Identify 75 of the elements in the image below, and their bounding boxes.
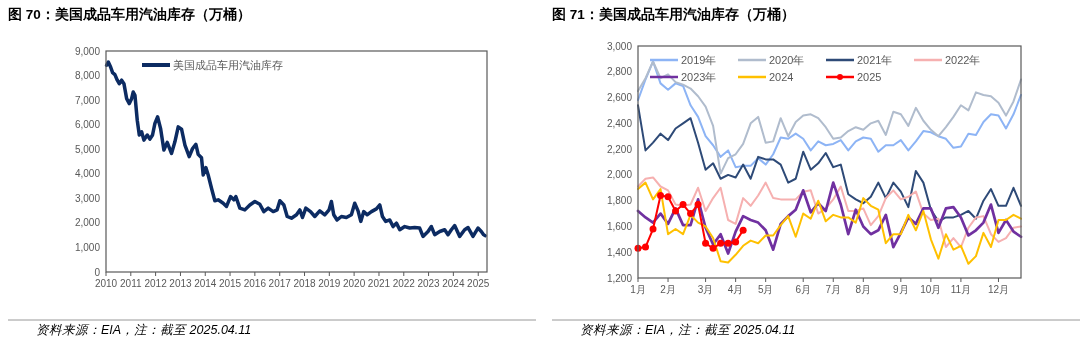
x-tick-label: 2020 (342, 278, 366, 289)
legend-label: 美国成品车用汽油库存 (173, 59, 283, 71)
point (709, 244, 717, 252)
x-tick-label: 2012 (144, 278, 168, 289)
point (724, 239, 732, 247)
y-tick-label: 2,000 (74, 217, 101, 229)
legend-label: 2025 (857, 71, 882, 83)
y-tick-label: 4,000 (74, 168, 101, 180)
y-tick-label: 1,400 (606, 246, 633, 258)
point (687, 210, 695, 218)
legend-label: 2024 (769, 71, 794, 83)
y-tick-label: 2,600 (606, 92, 633, 104)
x-tick-label: 4月 (727, 284, 744, 295)
legend-label: 2023年 (681, 71, 717, 83)
x-tick-label: 2022 (392, 278, 416, 289)
y-tick-label: 5,000 (74, 143, 101, 155)
y-tick-label: 3,000 (606, 40, 633, 52)
chart-title: 图 70：美国成品车用汽油库存（万桶） (8, 6, 251, 22)
y-tick-label: 8,000 (74, 70, 101, 82)
x-tick-label: 1月 (630, 284, 646, 295)
y-tick-label: 2,400 (606, 117, 633, 129)
line-series (104, 60, 487, 239)
x-tick-label: 2010 (94, 278, 118, 289)
x-tick-label: 2015 (218, 278, 242, 289)
y-tick-label: 0 (94, 266, 101, 278)
y-tick-label: 2,200 (606, 143, 633, 155)
point (657, 192, 665, 200)
legend-label: 2021年 (857, 54, 893, 66)
x-tick-label: 12月 (987, 284, 1010, 295)
point (694, 201, 702, 209)
chart-title: 图 71：美国成品车用汽油库存（万桶） (552, 6, 795, 22)
x-tick-label: 2月 (660, 284, 676, 295)
y-tick-label: 1,200 (606, 272, 633, 284)
point (664, 193, 672, 201)
legend-label: 2019年 (681, 54, 717, 66)
x-tick-label: 9月 (893, 284, 909, 295)
y-tick-label: 1,800 (606, 195, 633, 207)
point (732, 238, 740, 246)
x-tick-label: 10月 (920, 284, 942, 295)
point (679, 201, 687, 209)
point (739, 226, 747, 234)
y-tick-label: 2,800 (606, 66, 633, 78)
y-tick-label: 7,000 (74, 94, 101, 106)
x-tick-label: 6月 (795, 284, 811, 295)
text: 资料来源：EIA，注：截至 2025.04.11 (580, 323, 796, 337)
point (717, 239, 725, 247)
y-tick-label: 1,600 (606, 220, 633, 232)
legend-label: 2022年 (945, 54, 981, 66)
y-tick-label: 6,000 (74, 119, 101, 131)
x-tick-label: 11月 (950, 284, 972, 295)
x-tick-label: 5月 (757, 284, 774, 295)
x-tick-label: 2014 (194, 278, 217, 289)
x-tick-label: 2017 (268, 278, 292, 289)
x-tick-label: 2019 (318, 278, 341, 289)
point (649, 225, 657, 233)
legend-label: 2020年 (769, 54, 805, 66)
point (702, 239, 710, 247)
x-tick-label: 2016 (243, 278, 267, 289)
x-tick-label: 2018 (293, 278, 317, 289)
y-tick-label: 1,000 (74, 241, 101, 253)
x-tick-label: 2011 (120, 278, 142, 289)
y-tick-label: 9,000 (74, 45, 101, 57)
x-tick-label: 2025 (467, 278, 490, 289)
x-tick-label: 3月 (697, 284, 714, 295)
x-tick-label: 8月 (855, 284, 872, 295)
x-tick-label: 7月 (825, 284, 842, 295)
x-tick-label: 2021 (367, 278, 391, 289)
x-tick-label: 2023 (417, 278, 441, 289)
y-tick-label: 3,000 (74, 192, 101, 204)
text: 资料来源：EIA，注：截至 2025.04.11 (36, 323, 252, 337)
point (642, 243, 650, 251)
x-tick-label: 2013 (169, 278, 193, 289)
x-tick-label: 2024 (442, 278, 465, 289)
point (672, 207, 680, 215)
y-tick-label: 2,000 (606, 169, 633, 181)
